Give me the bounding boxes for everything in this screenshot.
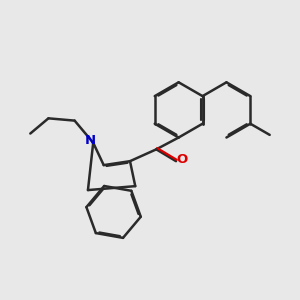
- Text: O: O: [176, 153, 188, 167]
- Text: N: N: [85, 134, 96, 147]
